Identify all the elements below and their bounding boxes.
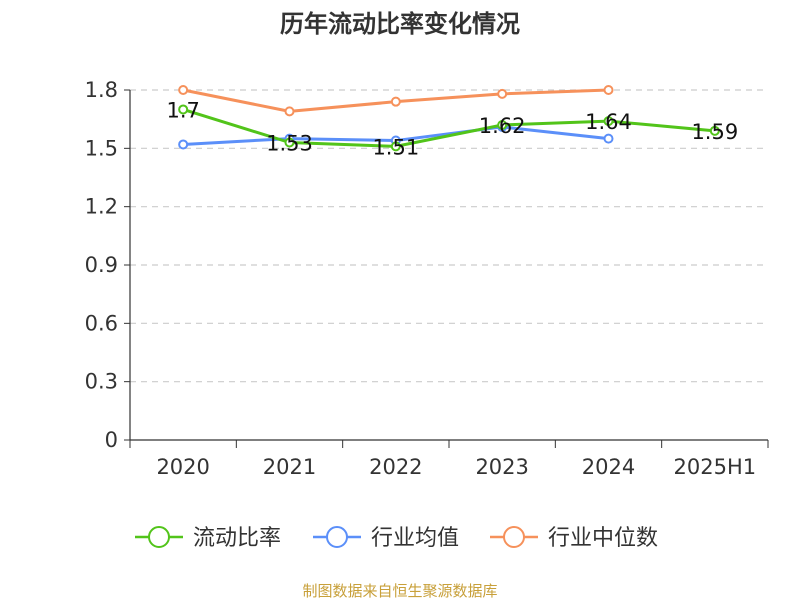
x-tick-label: 2020	[156, 455, 209, 479]
axes: 0 0.3 0.6 0.9 1.2 1.5 1.8 2020 2021 2022 2023 2024 2…	[85, 78, 769, 479]
data-point	[603, 85, 614, 95]
data-point	[497, 120, 508, 130]
y-tick-label: 0.6	[85, 311, 118, 335]
data-point	[178, 139, 189, 150]
legend: 流动比率 行业均值 行业中位数	[135, 526, 658, 551]
data-point	[603, 133, 614, 144]
x-tick-label: 2025H1	[674, 455, 757, 479]
series-lines	[178, 85, 720, 152]
y-tick-label: 0.9	[85, 253, 118, 277]
series-line	[182, 108, 715, 148]
legend-label: 流动比率	[193, 526, 281, 551]
data-label: 1.53	[266, 132, 313, 156]
data-point	[178, 85, 189, 95]
data-label: 1.64	[585, 110, 632, 134]
grid-lines	[130, 89, 768, 383]
data-labels: 1.7 1.53 1.51 1.62 1.64 1.59	[166, 98, 738, 159]
data-point	[603, 116, 614, 127]
x-tick-label: 2022	[369, 455, 422, 479]
y-tick-label: 0	[105, 428, 118, 452]
data-point	[178, 104, 189, 115]
x-tick-label: 2024	[582, 455, 635, 479]
legend-marker	[326, 526, 348, 548]
y-tick-label: 0.3	[85, 370, 118, 394]
source-note: 制图数据来自恒生聚源数据库	[302, 582, 497, 600]
data-point	[390, 141, 401, 152]
legend-label: 行业中位数	[548, 526, 658, 551]
chart-title: 历年流动比率变化情况	[280, 10, 520, 38]
y-tick-label: 1.5	[85, 136, 118, 160]
y-tick-label: 1.2	[85, 195, 118, 219]
data-point	[709, 125, 720, 136]
legend-marker	[148, 526, 170, 548]
x-tick-label: 2021	[263, 455, 316, 479]
data-point	[497, 88, 508, 99]
data-point	[284, 106, 295, 117]
data-label: 1.59	[691, 120, 738, 144]
y-tick-label: 1.8	[85, 78, 118, 102]
data-label: 1.62	[479, 114, 526, 138]
legend-label: 行业均值	[371, 526, 459, 551]
legend-marker	[503, 526, 525, 548]
data-point	[284, 137, 295, 148]
data-label: 1.7	[166, 98, 199, 122]
data-label: 1.51	[372, 135, 419, 159]
data-point	[390, 96, 401, 107]
x-tick-label: 2023	[475, 455, 528, 479]
